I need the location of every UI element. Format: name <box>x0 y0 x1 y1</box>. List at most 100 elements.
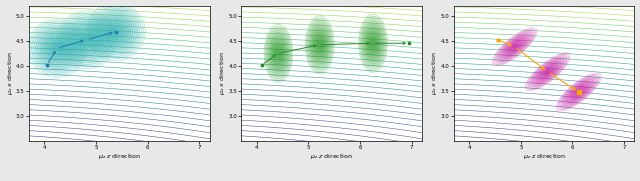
Ellipse shape <box>545 69 551 75</box>
Ellipse shape <box>99 15 132 48</box>
Ellipse shape <box>371 39 375 47</box>
Ellipse shape <box>538 64 557 80</box>
Ellipse shape <box>277 51 280 55</box>
Ellipse shape <box>80 33 93 46</box>
Y-axis label: $\mu_x$ $x$ direction: $\mu_x$ $x$ direction <box>430 52 440 95</box>
Ellipse shape <box>312 28 328 61</box>
Ellipse shape <box>105 21 126 42</box>
Ellipse shape <box>83 35 91 44</box>
Ellipse shape <box>40 32 74 65</box>
Ellipse shape <box>317 39 323 51</box>
Ellipse shape <box>314 32 326 57</box>
Ellipse shape <box>569 84 588 100</box>
Ellipse shape <box>94 11 137 52</box>
Ellipse shape <box>362 20 385 66</box>
Ellipse shape <box>72 25 102 54</box>
Ellipse shape <box>317 41 322 49</box>
Ellipse shape <box>368 33 378 54</box>
Ellipse shape <box>577 91 580 93</box>
Ellipse shape <box>307 20 332 70</box>
Ellipse shape <box>59 13 115 67</box>
Ellipse shape <box>51 42 64 54</box>
Ellipse shape <box>568 82 590 102</box>
Ellipse shape <box>505 39 524 55</box>
Ellipse shape <box>307 18 333 72</box>
Ellipse shape <box>316 36 324 53</box>
Ellipse shape <box>90 7 141 57</box>
Ellipse shape <box>63 17 110 63</box>
Ellipse shape <box>507 40 523 54</box>
Ellipse shape <box>499 33 531 60</box>
Ellipse shape <box>34 25 81 71</box>
Ellipse shape <box>97 13 135 50</box>
Ellipse shape <box>42 34 72 63</box>
Ellipse shape <box>28 19 87 77</box>
Ellipse shape <box>269 35 288 72</box>
Ellipse shape <box>84 38 89 42</box>
Ellipse shape <box>564 80 593 104</box>
Ellipse shape <box>310 26 329 64</box>
X-axis label: $\mu_z$ $z$ direction: $\mu_z$ $z$ direction <box>523 152 566 161</box>
Ellipse shape <box>275 45 283 62</box>
Ellipse shape <box>271 39 285 68</box>
Ellipse shape <box>492 28 537 66</box>
Ellipse shape <box>513 45 516 48</box>
Ellipse shape <box>532 58 564 85</box>
Ellipse shape <box>546 70 549 73</box>
Ellipse shape <box>65 19 108 60</box>
Ellipse shape <box>529 56 567 88</box>
Ellipse shape <box>508 41 521 52</box>
Ellipse shape <box>369 35 377 52</box>
Ellipse shape <box>510 43 520 51</box>
Ellipse shape <box>511 44 518 49</box>
Ellipse shape <box>264 24 293 82</box>
Ellipse shape <box>571 85 587 99</box>
Ellipse shape <box>88 5 143 59</box>
Ellipse shape <box>566 81 591 103</box>
Ellipse shape <box>540 65 556 79</box>
Ellipse shape <box>502 36 527 58</box>
Ellipse shape <box>533 60 562 84</box>
Ellipse shape <box>543 68 552 76</box>
Ellipse shape <box>370 37 376 49</box>
Ellipse shape <box>74 27 100 52</box>
Ellipse shape <box>493 29 536 64</box>
Ellipse shape <box>47 38 68 59</box>
Ellipse shape <box>315 34 325 55</box>
Ellipse shape <box>53 44 61 52</box>
Ellipse shape <box>563 78 595 106</box>
Ellipse shape <box>527 54 568 90</box>
Ellipse shape <box>541 66 554 77</box>
Ellipse shape <box>363 22 383 64</box>
Ellipse shape <box>503 37 526 56</box>
Ellipse shape <box>57 10 116 69</box>
Ellipse shape <box>364 24 382 62</box>
Ellipse shape <box>44 36 70 61</box>
Ellipse shape <box>272 41 285 66</box>
Ellipse shape <box>92 9 139 54</box>
Ellipse shape <box>310 24 330 66</box>
Ellipse shape <box>365 27 381 60</box>
Ellipse shape <box>372 41 374 45</box>
Ellipse shape <box>29 21 85 75</box>
Ellipse shape <box>273 43 284 64</box>
Ellipse shape <box>270 37 287 70</box>
Ellipse shape <box>266 28 291 78</box>
Ellipse shape <box>70 23 104 56</box>
Ellipse shape <box>574 88 584 96</box>
Ellipse shape <box>557 74 600 110</box>
Ellipse shape <box>61 15 113 65</box>
Ellipse shape <box>55 46 60 50</box>
Y-axis label: $\mu_x$ $x$ direction: $\mu_x$ $x$ direction <box>218 52 227 95</box>
Ellipse shape <box>308 22 331 68</box>
Ellipse shape <box>497 32 532 62</box>
Ellipse shape <box>76 29 97 50</box>
X-axis label: $\mu_z$ $z$ direction: $\mu_z$ $z$ direction <box>98 152 141 161</box>
Ellipse shape <box>113 30 118 34</box>
Ellipse shape <box>109 26 122 38</box>
Ellipse shape <box>536 62 559 81</box>
Ellipse shape <box>360 16 387 70</box>
Ellipse shape <box>38 30 77 67</box>
Y-axis label: $\mu_x$ $x$ direction: $\mu_x$ $x$ direction <box>6 52 15 95</box>
X-axis label: $\mu_z$ $z$ direction: $\mu_z$ $z$ direction <box>310 152 353 161</box>
